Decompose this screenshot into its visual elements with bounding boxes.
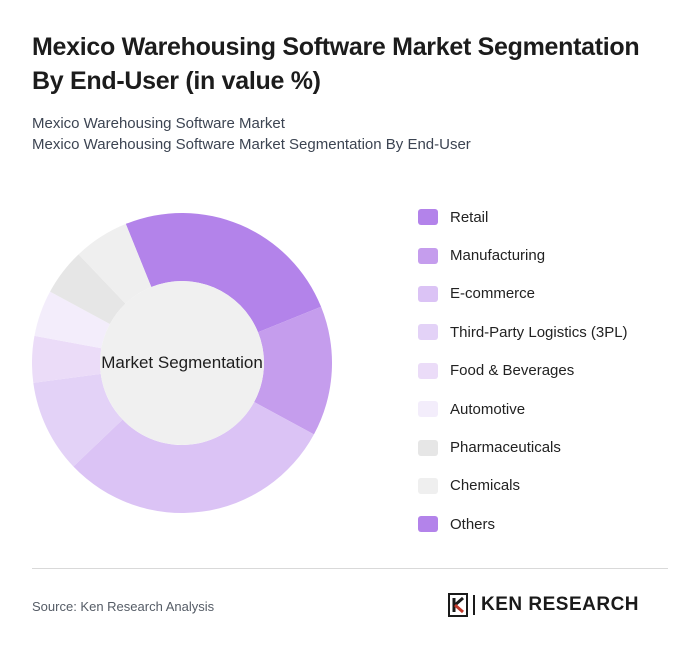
slice-food-beverages bbox=[32, 335, 102, 383]
legend-swatch bbox=[418, 209, 438, 226]
legend-label: Pharmaceuticals bbox=[450, 439, 561, 457]
legend-label: Manufacturing bbox=[450, 247, 546, 265]
chart-subtitle: Mexico Warehousing Software Market Mexic… bbox=[32, 113, 672, 155]
legend-label: Retail bbox=[450, 208, 489, 226]
legend-swatch bbox=[418, 285, 438, 302]
legend-item-automotive: Automotive bbox=[418, 390, 688, 428]
legend-label: Food & Beverages bbox=[450, 362, 575, 380]
ken-research-logo: KEN RESEARCH bbox=[447, 592, 639, 618]
slice-pharmaceuticals bbox=[50, 254, 126, 324]
slice-chemicals bbox=[78, 223, 152, 304]
legend-label: Chemicals bbox=[450, 477, 521, 495]
legend-item-e-commerce: E-commerce bbox=[418, 275, 688, 313]
legend-swatch bbox=[418, 477, 438, 494]
slice-third-party-logistics-3pl bbox=[33, 373, 123, 467]
legend-swatch bbox=[418, 439, 438, 456]
legend-swatch bbox=[418, 401, 438, 418]
donut-center bbox=[100, 281, 264, 445]
footer-divider bbox=[32, 568, 668, 569]
legend-label: Others bbox=[450, 515, 496, 533]
chart-legend: Retail Manufacturing E-commerce Third-Party… bbox=[418, 198, 688, 544]
legend-item-chemicals: Chemicals bbox=[418, 467, 688, 505]
legend-swatch bbox=[418, 362, 438, 379]
legend-swatch bbox=[418, 324, 438, 341]
legend-item-food-beverages: Food & Beverages bbox=[418, 352, 688, 390]
slice-retail bbox=[125, 213, 322, 333]
legend-label: Automotive bbox=[450, 400, 526, 418]
legend-label: Third-Party Logistics (3PL) bbox=[450, 323, 628, 341]
slice-manufacturing bbox=[254, 306, 332, 435]
logo-text: KEN RESEARCH bbox=[481, 594, 640, 615]
donut-chart: Market Segmentation bbox=[32, 212, 332, 514]
subtitle-line-2: Mexico Warehousing Software Market Segme… bbox=[32, 136, 471, 153]
subtitle-line-1: Mexico Warehousing Software Market bbox=[32, 115, 285, 132]
legend-item-third-party-logistics-3pl: Third-Party Logistics (3PL) bbox=[418, 313, 688, 351]
donut-svg bbox=[32, 213, 332, 513]
ken-research-logo-icon bbox=[448, 593, 468, 617]
legend-item-others: Others bbox=[418, 505, 688, 543]
slice-e-commerce bbox=[73, 402, 314, 513]
legend-item-manufacturing: Manufacturing bbox=[418, 236, 688, 274]
slice-automotive bbox=[34, 291, 110, 349]
legend-item-pharmaceuticals: Pharmaceuticals bbox=[418, 428, 688, 466]
chart-title: Mexico Warehousing Software Market Segme… bbox=[32, 33, 640, 95]
logo-separator bbox=[473, 595, 475, 615]
source-note: Source: Ken Research Analysis bbox=[32, 599, 215, 614]
legend-label: E-commerce bbox=[450, 285, 536, 303]
legend-item-retail: Retail bbox=[418, 198, 688, 236]
legend-swatch bbox=[418, 516, 438, 533]
legend-swatch bbox=[418, 247, 438, 264]
